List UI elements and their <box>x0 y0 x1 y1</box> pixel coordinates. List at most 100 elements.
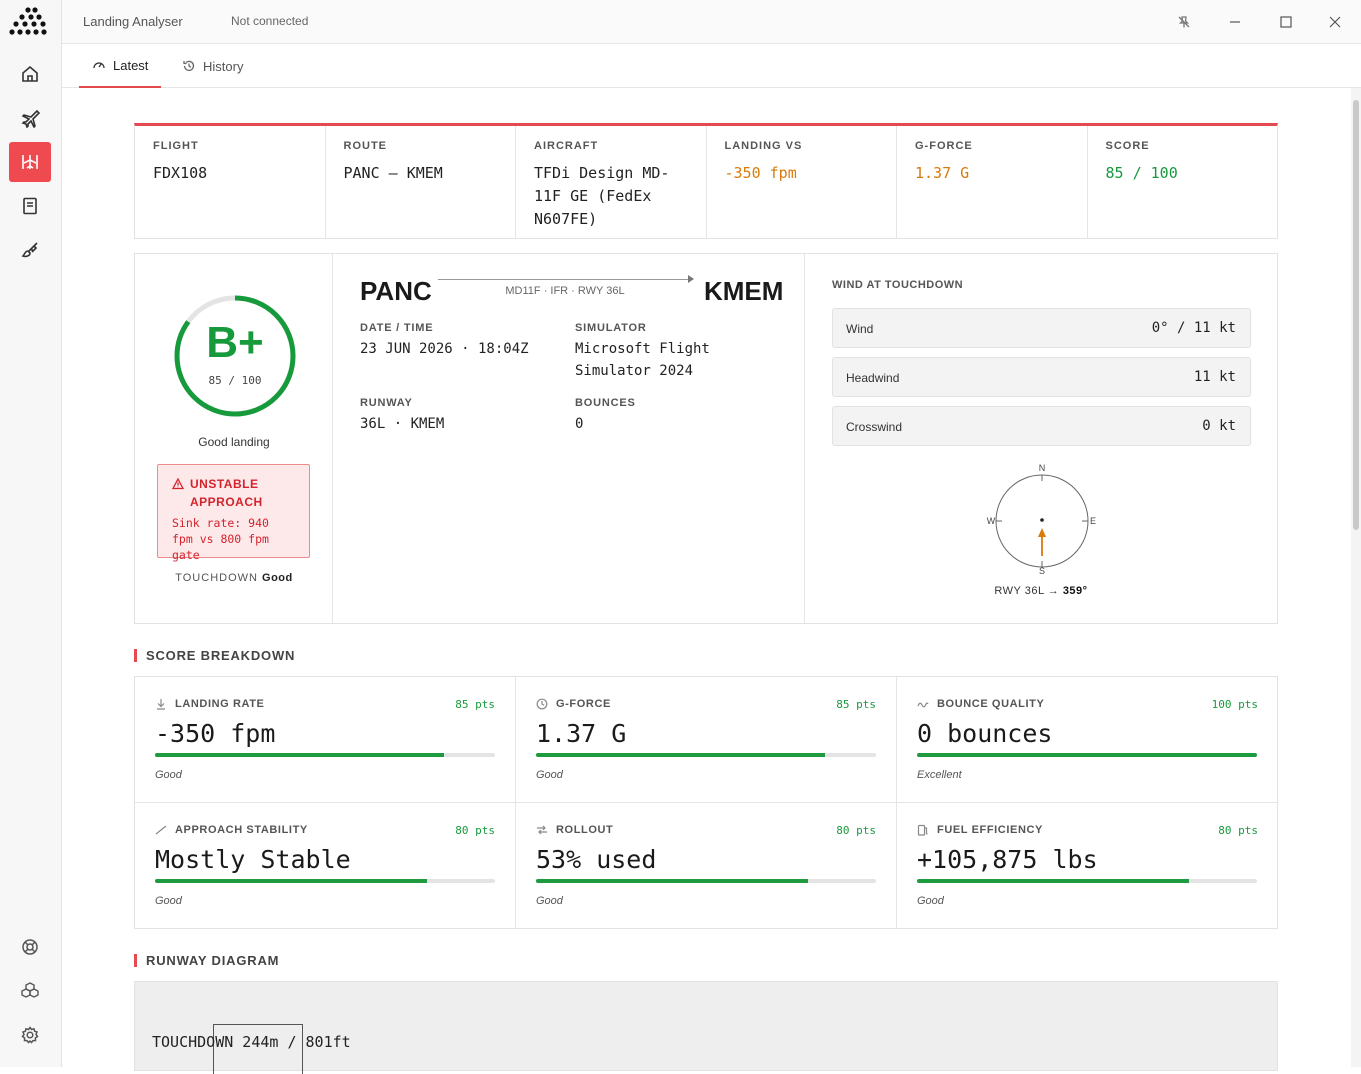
clock-icon <box>536 698 548 710</box>
breakdown-progress-fill <box>917 753 1257 757</box>
runway-diagram-title: RUNWAY DIAGRAM <box>146 953 280 968</box>
tab-latest[interactable]: Latest <box>79 44 162 88</box>
breakdown-rating: Good <box>536 895 563 907</box>
breakdown-points: 80 pts <box>455 824 495 837</box>
breakdown-progress <box>917 879 1257 883</box>
nav-addons[interactable] <box>9 971 51 1011</box>
compass-east: E <box>1090 516 1096 526</box>
compass-west: W <box>987 516 996 526</box>
wind-title: WIND AT TOUCHDOWN <box>832 279 964 291</box>
crosswind-row: Crosswind 0 kt <box>832 406 1251 446</box>
nav-logbook[interactable] <box>9 186 51 226</box>
landing-icon <box>22 155 38 169</box>
summary-aircraft-value: TFDi Design MD-11F GE (FedEx N607FE) <box>534 164 670 228</box>
compass-north: N <box>1039 463 1046 473</box>
gauge-icon <box>93 62 105 69</box>
pin-off-icon <box>1178 16 1190 28</box>
gear-icon <box>21 1026 39 1044</box>
titlebar: Landing Analyser Not connected <box>62 0 1361 44</box>
breakdown-head: ROLLOUT <box>536 824 613 836</box>
minimize-icon <box>1230 21 1240 23</box>
simulator-label: SIMULATOR <box>575 322 647 334</box>
breakdown-label: FUEL EFFICIENCY <box>937 824 1043 836</box>
breakdown-fuel-efficiency: FUEL EFFICIENCY 80 pts +105,875 lbs Good <box>897 803 1278 929</box>
breakdown-bounce-quality: BOUNCE QUALITY 100 pts 0 bounces Excelle… <box>897 677 1278 803</box>
warning-icon <box>172 478 184 490</box>
score-ring <box>174 295 296 417</box>
section-accent-bar <box>134 649 137 662</box>
wind-row: Wind 0° / 11 kt <box>832 308 1251 348</box>
wind-arrow-icon <box>1038 528 1046 537</box>
breakdown-points: 80 pts <box>1218 824 1258 837</box>
breakdown-points: 80 pts <box>836 824 876 837</box>
nav-help[interactable] <box>9 927 51 967</box>
route-arrow-icon <box>688 275 694 283</box>
maximize-icon <box>1280 16 1292 28</box>
wind-compass: N E S W <box>987 463 1096 576</box>
summary-landing-vs: LANDING VS -350 fpm <box>707 126 897 238</box>
breakdown-value: -350 fpm <box>155 719 276 748</box>
route-subtitle: MD11F · IFR · RWY 36L <box>505 285 625 297</box>
score-breakdown-grid: LANDING RATE 85 pts -350 fpm Good G-FORC… <box>134 676 1278 929</box>
breakdown-landing-rate: LANDING RATE 85 pts -350 fpm Good <box>135 677 516 803</box>
summary-score-label: SCORE <box>1105 140 1150 152</box>
runway-value: 36L · KMEM <box>360 416 445 432</box>
flight-summary: FLIGHT FDX108 ROUTE PANC — KMEM AIRCRAFT… <box>134 123 1278 239</box>
tab-bar: Latest History <box>62 44 1361 88</box>
date-value: 23 JUN 2026 · 18:04Z <box>360 341 529 357</box>
nav-landing[interactable] <box>9 142 51 182</box>
wave-icon <box>917 702 929 708</box>
bounces-value: 0 <box>575 416 584 432</box>
bounces-label: BOUNCES <box>575 397 636 409</box>
summary-gforce-label: G-FORCE <box>915 140 973 152</box>
scroll-thumb[interactable] <box>1353 100 1359 530</box>
minimize-button[interactable] <box>1224 11 1246 33</box>
close-button[interactable] <box>1324 11 1346 33</box>
breakdown-head: FUEL EFFICIENCY <box>917 824 1043 836</box>
breakdown-rating: Good <box>536 769 563 781</box>
section-accent-bar <box>134 954 137 967</box>
breakdown-points: 100 pts <box>1211 698 1258 711</box>
runway-heading: RWY 36L → 359° <box>805 585 1277 597</box>
breakdown-points: 85 pts <box>455 698 495 711</box>
breakdown-rating: Good <box>155 895 182 907</box>
nav-settings[interactable] <box>9 1015 51 1055</box>
score-breakdown-header: SCORE BREAKDOWN <box>134 648 295 663</box>
runway-label: RUNWAY <box>360 397 413 409</box>
breakdown-rating: Good <box>155 769 182 781</box>
breakdown-value: 1.37 G <box>536 719 627 748</box>
nav-liveries[interactable] <box>9 230 51 270</box>
close-icon <box>1329 16 1341 28</box>
headwind-row: Headwind 11 kt <box>832 357 1251 397</box>
destination-airport: KMEM <box>704 276 784 306</box>
touchdown-value: Good <box>262 572 293 584</box>
touchdown-distance: TOUCHDOWN 244m / 801ft <box>152 1033 351 1051</box>
touchdown-rating: TOUCHDOWN Good <box>135 572 333 584</box>
breakdown-progress-fill <box>155 879 427 883</box>
home-icon <box>22 65 38 82</box>
fuel-icon <box>917 824 928 836</box>
breakdown-progress <box>155 879 495 883</box>
pin-button[interactable] <box>1173 11 1195 33</box>
touchdown-label: TOUCHDOWN <box>175 572 258 584</box>
summary-route-value: PANC — KMEM <box>343 164 443 182</box>
summary-gforce-value: 1.37 G <box>915 164 970 182</box>
scrollbar[interactable] <box>1351 88 1361 1067</box>
plane-icon <box>21 109 40 128</box>
breakdown-progress-fill <box>917 879 1189 883</box>
nav-home[interactable] <box>9 54 51 94</box>
wind-label: Wind <box>846 322 874 336</box>
breakdown-rating: Excellent <box>917 769 962 781</box>
breakdown-progress <box>536 879 876 883</box>
breakdown-label: LANDING RATE <box>175 698 265 710</box>
nav-flights[interactable] <box>9 98 51 138</box>
breakdown-progress-fill <box>155 753 444 757</box>
maximize-button[interactable] <box>1275 11 1297 33</box>
breakdown-label: ROLLOUT <box>556 824 614 836</box>
slope-icon <box>155 825 167 835</box>
tab-history-label: History <box>203 58 244 74</box>
simulator-value: Microsoft Flight Simulator 2024 <box>575 341 710 379</box>
tab-history[interactable]: History <box>169 44 256 88</box>
headwind-value: 11 kt <box>1193 369 1236 385</box>
touchdown-zone-marker <box>213 1024 303 1074</box>
